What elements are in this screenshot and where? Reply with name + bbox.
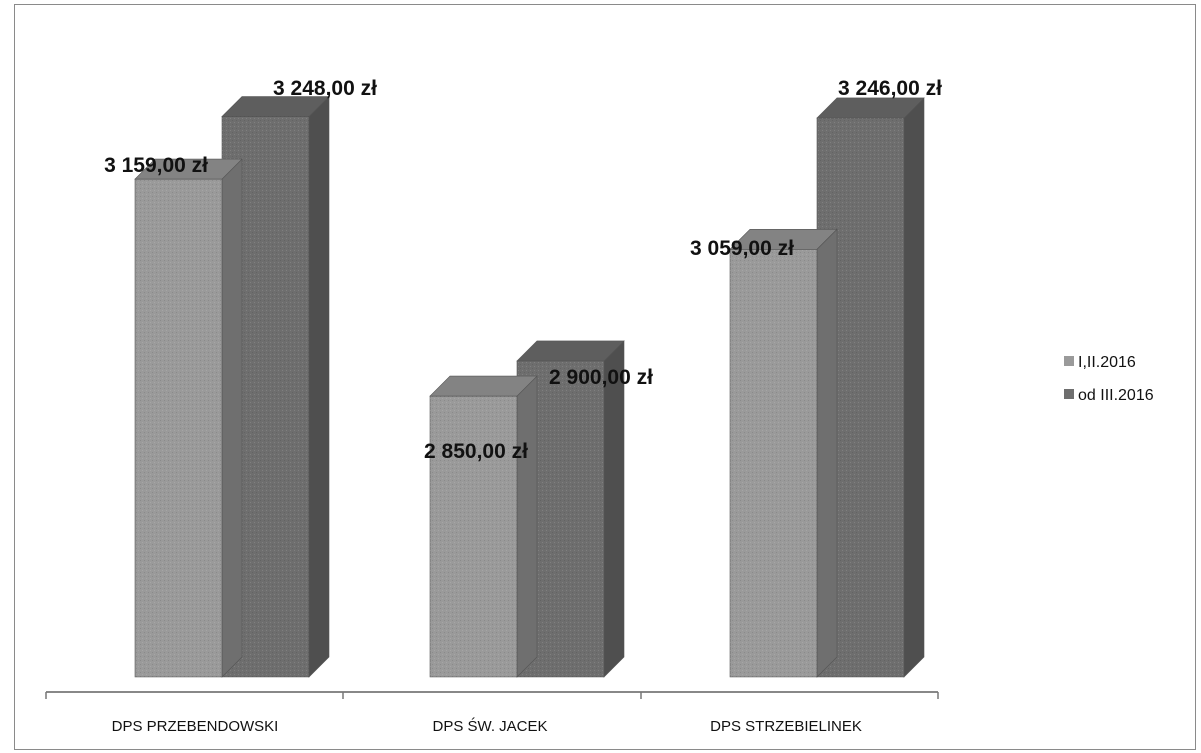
bar-przebendowski-series-1	[134, 158, 243, 678]
category-label-przebendowski: DPS PRZEBENDOWSKI	[112, 718, 279, 735]
bar-strzebielinek-series-2	[816, 97, 925, 678]
data-labels: 3 159,00 zł 3 248,00 zł 2 850,00 zł 2 90…	[104, 77, 942, 463]
bar-side-face	[816, 228, 838, 678]
legend-label-series-1: I,II.2016	[1078, 354, 1136, 371]
bar-texture	[517, 360, 604, 677]
category-label-strzebielinek: DPS STRZEBIELINEK	[710, 718, 862, 735]
bar-strzebielinek-series-1	[729, 228, 838, 678]
bar-side-face	[308, 95, 330, 678]
bars-group	[134, 95, 925, 678]
bar-przebendowski-series-2	[221, 95, 330, 678]
bar-texture	[817, 117, 904, 677]
legend-swatch-series-2	[1064, 389, 1074, 399]
bar-texture	[222, 116, 309, 678]
bar-side-face	[221, 158, 243, 678]
bar-texture	[430, 396, 517, 677]
bar-side-face	[603, 340, 625, 678]
data-label-sw-jacek-series-1: 2 850,00 zł	[424, 440, 528, 463]
legend-swatch-series-1	[1064, 356, 1074, 366]
data-label-przebendowski-series-1: 3 159,00 zł	[104, 154, 208, 177]
bar-texture	[730, 249, 817, 677]
data-label-sw-jacek-series-2: 2 900,00 zł	[549, 366, 653, 389]
bar-sw-jacek-series-2	[516, 340, 625, 678]
bar-sw-jacek-series-1	[429, 375, 538, 678]
data-label-strzebielinek-series-1: 3 059,00 zł	[690, 237, 794, 260]
category-label-sw-jacek: DPS ŚW. JACEK	[432, 717, 547, 735]
data-label-strzebielinek-series-2: 3 246,00 zł	[838, 77, 942, 100]
legend: I,II.2016 od III.2016	[1064, 354, 1154, 404]
bar-side-face	[516, 375, 538, 678]
x-axis-ticks	[45, 692, 939, 699]
bar-texture	[135, 179, 222, 677]
data-label-przebendowski-series-2: 3 248,00 zł	[273, 77, 377, 100]
legend-label-series-2: od III.2016	[1078, 387, 1154, 404]
category-labels: DPS PRZEBENDOWSKI DPS ŚW. JACEK DPS STRZ…	[112, 717, 862, 735]
bar-side-face	[903, 97, 925, 678]
